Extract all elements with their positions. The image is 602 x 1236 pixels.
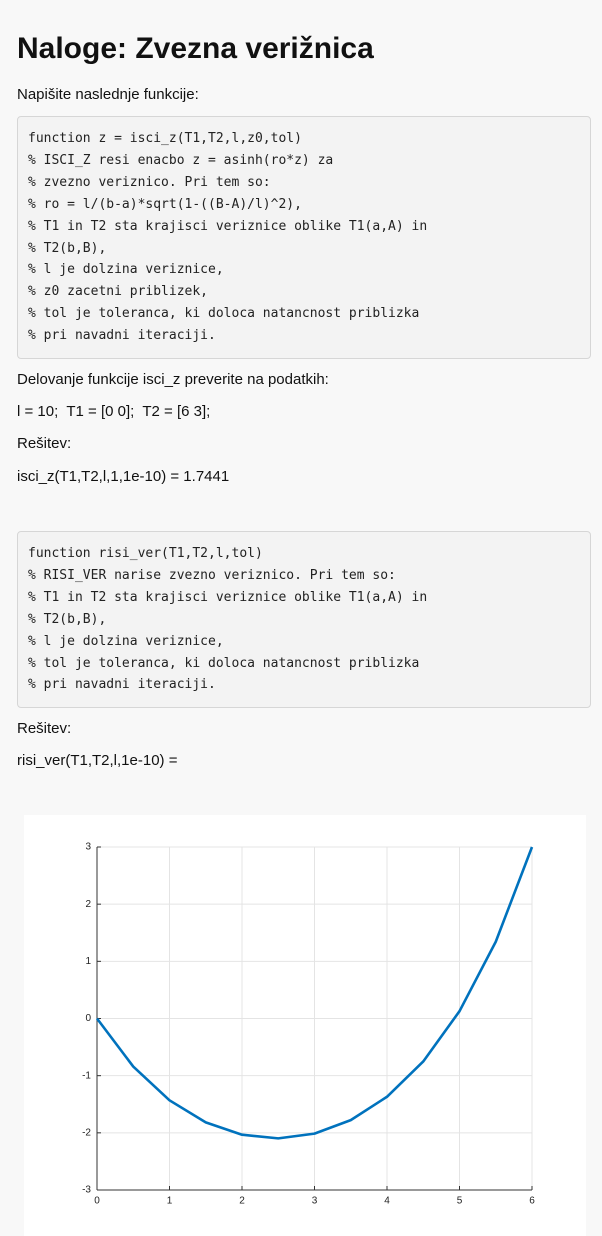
code-line: % ISCI_Z resi enacbo z = asinh(ro*z) za bbox=[28, 152, 334, 168]
figure-background bbox=[24, 815, 586, 1236]
x-tick-label: 2 bbox=[239, 1196, 245, 1207]
y-tick-label: 2 bbox=[85, 899, 91, 910]
code-line: % T2(b,B), bbox=[28, 611, 107, 627]
code-line: % zvezno veriznico. Pri tem so: bbox=[28, 174, 271, 190]
title: Naloge: Zvezna verižnica bbox=[17, 32, 374, 65]
code-line: % l je dolzina veriznice, bbox=[28, 633, 224, 649]
code-line: % T1 in T2 sta krajisci veriznice oblike… bbox=[28, 589, 428, 605]
code-line: % T2(b,B), bbox=[28, 240, 107, 256]
y-tick-label: 3 bbox=[85, 842, 91, 853]
code-line: % tol je toleranca, ki doloca natancnost… bbox=[28, 655, 420, 671]
paragraph: risi_ver(T1,T2,l,1e-10) = bbox=[17, 752, 178, 769]
paragraph: Rešitev: bbox=[17, 435, 72, 452]
y-tick-label: -1 bbox=[82, 1070, 91, 1081]
y-tick-label: -3 bbox=[82, 1185, 91, 1196]
y-tick-label: 1 bbox=[85, 956, 91, 967]
code-line: % ro = l/(b-a)*sqrt(1-((B-A)/l)^2), bbox=[28, 196, 302, 212]
code-line: % RISI_VER narise zvezno veriznico. Pri … bbox=[28, 567, 396, 583]
paragraph: Napišite naslednje funkcije: bbox=[17, 86, 199, 103]
x-tick-label: 1 bbox=[167, 1196, 173, 1207]
paragraph: l = 10; T1 = [0 0]; T2 = [6 3]; bbox=[17, 403, 211, 420]
code-line: function z = isci_z(T1,T2,l,z0,tol) bbox=[28, 131, 302, 146]
x-tick-label: 4 bbox=[384, 1196, 390, 1207]
code-line: % l je dolzina veriznice, bbox=[28, 262, 224, 278]
paragraph: Delovanje funkcije isci_z preverite na p… bbox=[17, 371, 329, 388]
paragraph: isci_z(T1,T2,l,1,1e-10) = 1.7441 bbox=[17, 468, 230, 485]
x-tick-label: 0 bbox=[94, 1196, 100, 1207]
code-line: % T1 in T2 sta krajisci veriznice oblike… bbox=[28, 218, 428, 234]
code-line: % pri navadni iteraciji. bbox=[28, 328, 216, 344]
paragraph: Rešitev: bbox=[17, 720, 72, 737]
code-line: % z0 zacetni priblizek, bbox=[28, 284, 209, 300]
y-tick-label: -2 bbox=[82, 1127, 91, 1138]
y-tick-label: 0 bbox=[85, 1013, 91, 1024]
code-block: function z = isci_z(T1,T2,l,z0,tol) % ISC… bbox=[17, 116, 591, 360]
chart: 0 1 2 3 4 5 6 -3 -2 -1 0 1 2 3 bbox=[24, 815, 586, 1236]
x-tick-label: 6 bbox=[529, 1196, 535, 1207]
x-tick-label: 5 bbox=[457, 1196, 463, 1207]
code-line: % tol je toleranca, ki doloca natancnost… bbox=[28, 306, 420, 322]
code-block: function risi_ver(T1,T2,l,tol) % RISI_VER… bbox=[17, 531, 591, 709]
curve bbox=[95, 846, 534, 1140]
code-line: % pri navadni iteraciji. bbox=[28, 677, 216, 693]
x-tick-label: 3 bbox=[312, 1196, 318, 1207]
code-line: function risi_ver(T1,T2,l,tol) bbox=[28, 546, 263, 561]
